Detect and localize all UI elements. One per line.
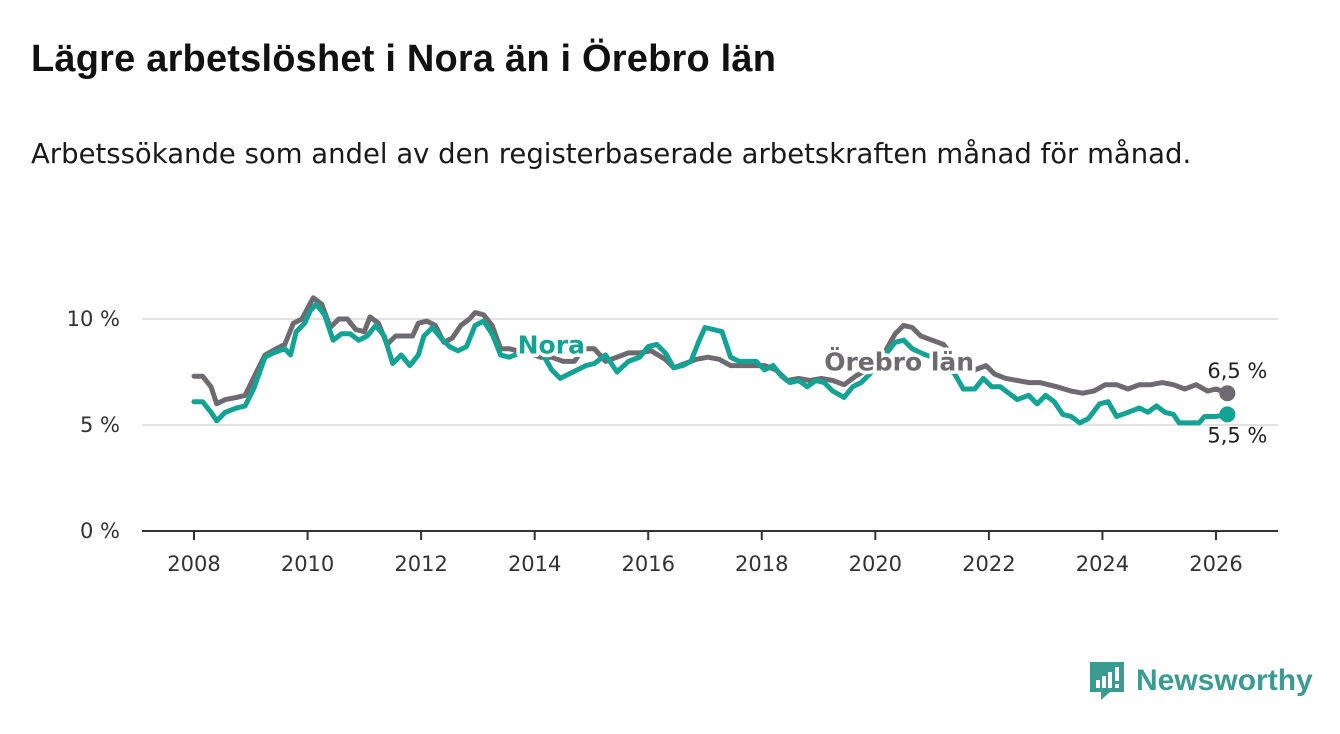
series-end-label: 6,5 %	[1207, 359, 1267, 383]
series-label-nora: Nora	[518, 330, 585, 359]
x-tick-label: 2026	[1189, 552, 1242, 576]
x-axis: 0 % 5 % 10 % 2008 2010 2012 2014 2016 2018 2020 20…	[67, 307, 1278, 576]
x-tick-label: 2014	[508, 552, 561, 576]
x-tick-label: 2022	[962, 552, 1015, 576]
chart-subtitle: Arbetssökande som andel av den registerb…	[31, 138, 1192, 170]
x-tick-label: 2010	[281, 552, 334, 576]
y-tick-label: 5 %	[80, 413, 120, 437]
y-tick-label: 0 %	[80, 519, 120, 543]
y-tick-label: 10 %	[67, 307, 120, 331]
bar-chart-exclamation-icon	[1090, 662, 1124, 700]
x-tick-label: 2018	[735, 552, 788, 576]
series-label-orebro-lan: Örebro län	[824, 346, 974, 376]
x-tick-label: 2012	[394, 552, 447, 576]
x-tick-label: 2016	[621, 552, 674, 576]
gridlines	[142, 318, 1278, 426]
chart-title: Lägre arbetslöshet i Nora än i Örebro lä…	[31, 38, 777, 80]
series-label-halo: Nora	[518, 330, 585, 359]
series-end-label: 5,5 %	[1207, 423, 1267, 447]
x-tick-label: 2008	[167, 552, 220, 576]
series-end-point	[1219, 406, 1236, 423]
series-line-orebro-lan	[191, 295, 1230, 407]
series-end-point	[1219, 385, 1236, 402]
brand-logo: Newsworthy	[1088, 660, 1313, 702]
series-lines	[191, 295, 1236, 426]
brand-name: Newsworthy	[1136, 664, 1313, 697]
series-line-nora	[191, 301, 1230, 426]
x-tick-label: 2024	[1076, 552, 1129, 576]
series-label-halo: Örebro län	[824, 346, 974, 376]
x-tick-label: 2020	[849, 552, 902, 576]
